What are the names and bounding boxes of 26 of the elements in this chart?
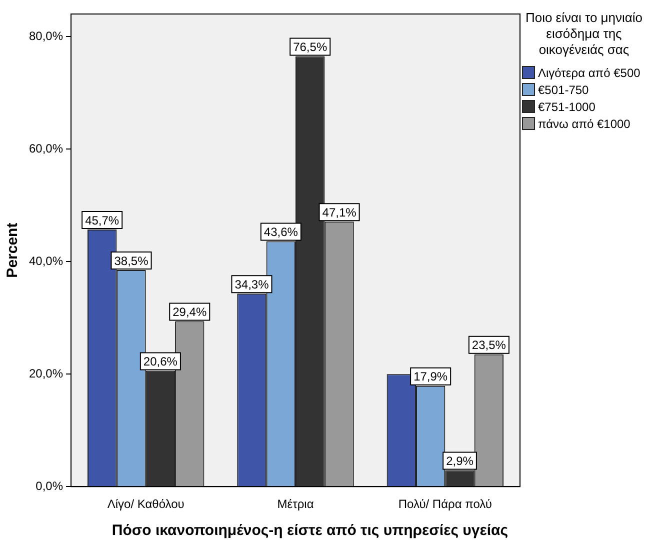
data-label: 38,5% (114, 254, 149, 268)
data-label: 43,6% (264, 225, 298, 240)
legend-label: πάνω από €1000 (538, 116, 630, 130)
y-tick-label: 0,0% (36, 478, 64, 493)
data-label: 45,7% (85, 213, 120, 228)
x-tick-label: Πολύ/ Πάρα πολύ (398, 497, 492, 512)
data-label: 29,4% (172, 305, 207, 320)
y-tick-label: 40,0% (28, 254, 64, 268)
x-axis-title: Πόσο ικανοποιημένος-η είστε από τις υπηρεσίες υγείας (110, 522, 510, 539)
data-label: 2,9% (446, 454, 474, 468)
y-tick-label: 20,0% (28, 366, 64, 380)
data-label: 20,6% (143, 354, 178, 369)
x-tick-label: Μέτρια (277, 497, 314, 512)
data-label: 17,9% (414, 370, 448, 384)
data-label: 76,5% (293, 40, 328, 54)
legend-label: €501-750 (538, 82, 589, 96)
x-tick-label: Λίγο/ Καθόλου (107, 497, 184, 512)
legend-title: Ποιο είναι το μηνιαίο εισόδημα της οικογένειάς σας (524, 10, 644, 58)
data-label: 23,5% (472, 338, 506, 352)
y-axis-title: Percent (4, 222, 22, 278)
data-label: 47,1% (322, 205, 357, 220)
data-label: 34,3% (234, 277, 270, 292)
legend-label: Λιγότερα από €500 (538, 66, 640, 80)
legend-label: €751-1000 (538, 100, 596, 114)
y-tick-label: 80,0% (28, 28, 64, 43)
y-tick-label: 60,0% (28, 141, 64, 156)
